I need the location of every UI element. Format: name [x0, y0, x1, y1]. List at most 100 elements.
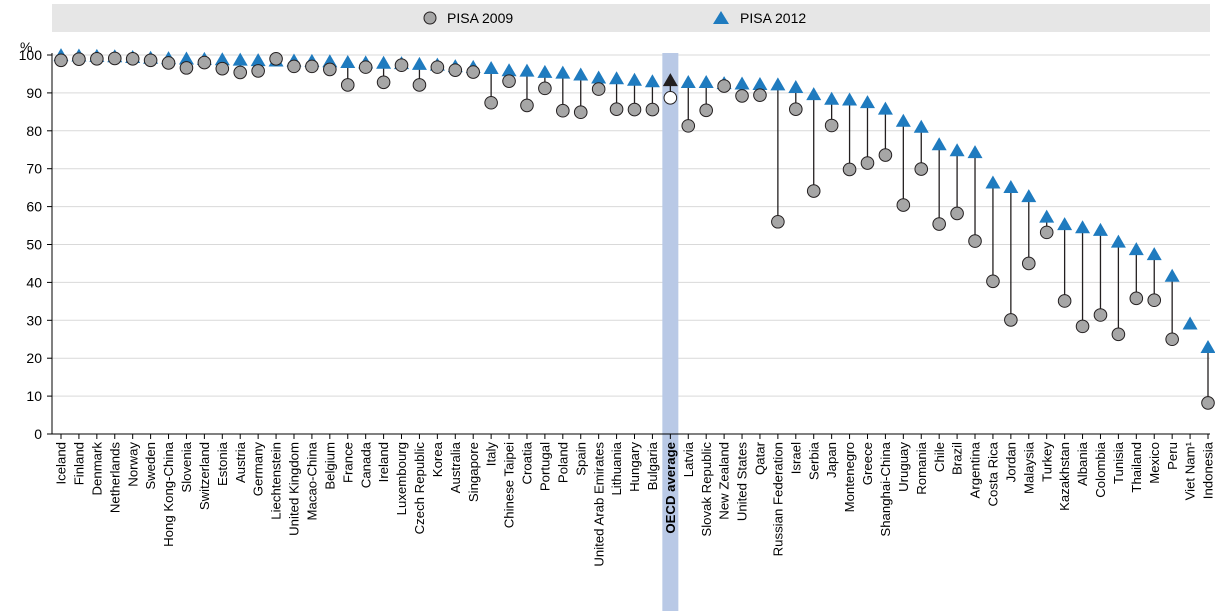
x-tick-label: Italy — [484, 442, 499, 467]
pisa-2009-marker — [1201, 396, 1215, 410]
x-tick-label: Kazakhstan — [1057, 442, 1072, 511]
y-tick-label: 100 — [19, 47, 43, 63]
y-axis-label: % — [20, 39, 32, 55]
oecd-average-band — [662, 53, 679, 611]
x-tick-label: Netherlands — [107, 442, 122, 514]
pisa-2009-marker — [143, 53, 158, 68]
pisa-2009-marker — [645, 102, 660, 117]
x-tick-label: Austria — [233, 441, 248, 483]
x-tick-label: Indonesia — [1201, 441, 1215, 499]
x-tick-label: Poland — [555, 442, 570, 483]
pisa-2009-marker — [340, 78, 355, 92]
pisa-2012-marker — [1039, 209, 1055, 223]
pisa-2012-marker — [376, 55, 392, 69]
x-tick-label: Hong Kong-China — [161, 441, 176, 547]
pisa-2009-marker — [502, 74, 516, 88]
pisa-2009-marker — [484, 95, 498, 110]
pisa-2009-marker — [1093, 308, 1108, 322]
x-tick-label: Lithuania — [609, 441, 624, 495]
x-tick-label: Viet Nam¹ — [1183, 441, 1198, 500]
pisa-2012-marker — [1146, 247, 1162, 261]
pisa-2009-marker — [323, 62, 337, 77]
x-tick-label: Greece — [860, 442, 875, 485]
x-tick-labels: Iceland Finland Denmark Netherlands Norway Sw… — [54, 441, 1215, 566]
pisa-2012-marker — [644, 74, 660, 88]
pisa-2009-marker — [251, 64, 265, 78]
y-tick-labels: 0 10 20 30 40 50 60 70 80 90 100 — [19, 47, 43, 442]
x-tick-label: Macao-China — [305, 441, 320, 520]
pisa-2012-marker — [519, 63, 535, 77]
pisa-2012-marker — [680, 75, 696, 89]
pisa-2012-marker — [806, 87, 822, 101]
legend-circle-icon — [423, 11, 437, 25]
pisa-2012-marker — [1092, 222, 1108, 236]
x-tick-label: Argentina — [968, 441, 983, 498]
pisa-2012-marker — [1182, 316, 1198, 330]
x-tick-label: Croatia — [520, 441, 535, 484]
legend-triangle-icon — [713, 11, 729, 24]
pisa-2012-marker — [627, 72, 642, 86]
pisa-2012-marker — [483, 61, 499, 75]
x-tick-label-oecd-average: OECD average — [663, 442, 678, 534]
pisa-2009-marker — [1111, 327, 1126, 342]
pisa-2012-marker — [967, 145, 983, 159]
pisa-2009-marker — [448, 63, 463, 77]
pisa-2012-marker — [913, 119, 929, 133]
pisa-2012-marker — [1075, 220, 1091, 234]
pisa-2009-marker — [107, 51, 122, 66]
pisa-2009-marker — [520, 98, 534, 113]
x-tick-label: Chinese Taipei — [502, 442, 517, 528]
pisa-2009-marker — [466, 65, 481, 79]
x-tick-label: Hungary — [627, 442, 642, 492]
x-tick-label: Latvia — [681, 441, 696, 477]
pisa-2012-marker — [501, 63, 517, 77]
y-tick-label: 10 — [26, 388, 42, 404]
pisa-2009-marker — [681, 119, 696, 133]
x-tick-label: Canada — [358, 441, 373, 488]
pisa-2012-marker — [1164, 268, 1180, 282]
x-tick-label: Denmark — [89, 442, 104, 496]
pisa-2009-marker — [1004, 313, 1018, 327]
x-tick-label: France — [340, 442, 355, 483]
x-tick-label: Albania — [1075, 441, 1090, 486]
pisa-2009-marker — [358, 60, 373, 74]
pisa-2009-marker — [735, 89, 749, 103]
pisa-2012-marker — [1110, 234, 1126, 248]
y-tick-label: 40 — [26, 274, 42, 290]
y-tick-label: 60 — [26, 199, 42, 215]
legend: PISA 2009 PISA 2012 — [52, 4, 1210, 32]
pisa-2009-marker — [753, 88, 767, 102]
pisa-2009-marker — [376, 75, 391, 90]
x-tick-label: United States — [735, 442, 750, 522]
pisa-2012-marker — [411, 56, 427, 70]
x-tick-label: Jordan — [1003, 442, 1018, 482]
x-tick-label: Slovenia — [179, 441, 194, 492]
pisa-2012-marker — [609, 71, 625, 85]
x-tick-label: Colombia — [1093, 441, 1108, 497]
pisa-2009-marker — [573, 105, 588, 120]
pisa-2012-marker — [232, 52, 248, 66]
pisa-2009-marker — [806, 184, 821, 198]
x-tick-label: Finland — [72, 442, 87, 485]
pisa-2012-marker — [340, 54, 356, 68]
highlight-band — [662, 53, 679, 611]
x-tick-label: Iceland — [54, 442, 69, 485]
pisa-2009-marker — [430, 60, 445, 74]
pisa-2009-marker — [1075, 319, 1090, 334]
pisa-2012-marker — [734, 76, 750, 90]
pisa-2009-marker — [824, 118, 839, 133]
legend-box — [52, 4, 1210, 32]
pisa-2009-marker — [305, 59, 319, 74]
x-tick-label: Mexico — [1147, 442, 1162, 484]
pisa-2012-marker — [895, 113, 911, 127]
y-tick-label: 30 — [26, 312, 42, 328]
pisa-2009-marker — [950, 206, 964, 221]
pisa-2009-marker — [986, 274, 1000, 289]
x-tick-label: Germany — [251, 442, 266, 497]
pisa-2009-marker — [932, 217, 946, 231]
x-tick-label: Liechtenstein — [269, 442, 284, 520]
x-tick-label: Tunisia — [1111, 441, 1126, 484]
y-tick-label: 20 — [26, 350, 42, 366]
pisa-2009-marker — [788, 102, 803, 116]
pisa-2012-marker — [752, 76, 768, 90]
